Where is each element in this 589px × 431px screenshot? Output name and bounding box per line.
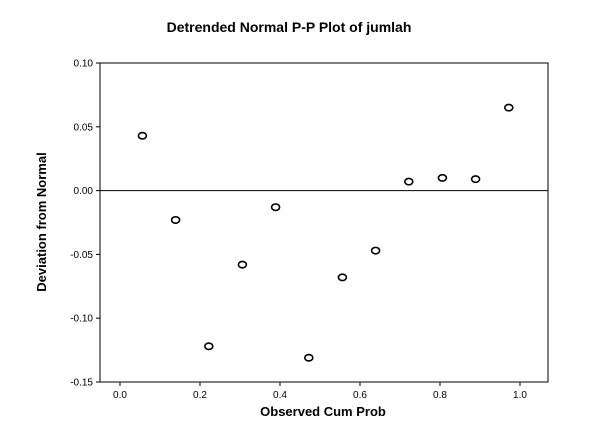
data-point [337, 273, 348, 282]
x-tick-label: 0.0 [113, 390, 127, 401]
y-tick-label: 0.05 [74, 122, 94, 133]
data-points [137, 103, 514, 362]
data-point [303, 353, 314, 362]
data-point [503, 103, 514, 112]
data-point [403, 177, 414, 186]
x-tick-label: 0.4 [273, 390, 287, 401]
x-tick-label: 0.8 [433, 390, 447, 401]
y-tick-label: 0.00 [74, 186, 94, 197]
y-axis-label: Deviation from Normal [34, 152, 49, 291]
y-tick-label: 0.10 [74, 59, 94, 70]
x-tick-label: 0.2 [193, 390, 207, 401]
data-point [370, 246, 381, 255]
y-tick-label: -0.05 [70, 250, 93, 261]
x-axis-ticks: 0.0 0.2 0.4 0.6 0.8 1.0 [113, 382, 527, 401]
x-axis-label: Observed Cum Prob [260, 404, 386, 419]
data-point [237, 260, 248, 269]
data-point [137, 131, 148, 140]
data-point [170, 215, 181, 224]
y-axis-ticks: -0.15 -0.10 -0.05 0.00 0.05 0.10 [70, 59, 100, 389]
x-tick-label: 0.6 [353, 390, 367, 401]
data-point [437, 173, 448, 182]
data-point [470, 175, 481, 184]
data-point [204, 342, 214, 351]
y-tick-label: -0.10 [70, 314, 93, 325]
data-point [270, 203, 281, 212]
x-tick-label: 1.0 [513, 390, 527, 401]
chart-title: Detrended Normal P-P Plot of jumlah [167, 19, 412, 35]
y-tick-label: -0.15 [70, 378, 93, 389]
plot-frame [99, 62, 549, 383]
